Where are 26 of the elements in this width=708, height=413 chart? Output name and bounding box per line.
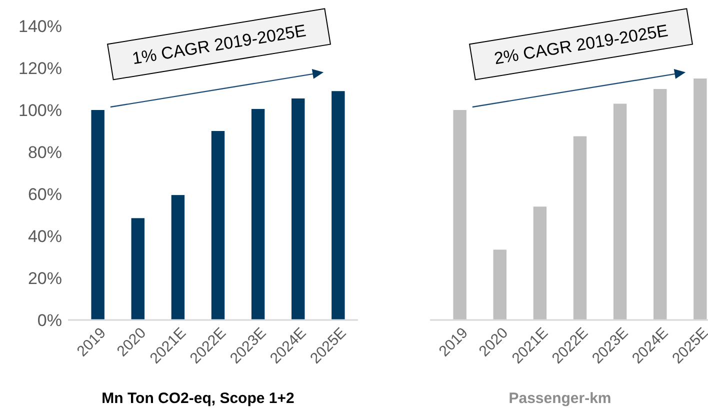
- bar: [171, 195, 185, 320]
- bar: [613, 104, 627, 320]
- bar: [91, 110, 104, 320]
- annotation: 2% CAGR 2019-2025E: [492, 21, 670, 68]
- y-tick-label: 40%: [28, 226, 62, 246]
- bar: [292, 98, 305, 320]
- y-tick-label: 100%: [18, 100, 62, 120]
- bar: [573, 136, 587, 320]
- y-tick-label: 140%: [18, 16, 62, 36]
- y-tick-label: 0%: [37, 310, 62, 330]
- bar: [694, 78, 707, 320]
- bar: [533, 206, 547, 320]
- y-tick-label: 120%: [18, 58, 62, 78]
- bar: [251, 108, 265, 320]
- bar: [332, 91, 345, 320]
- x-axis-title: Mn Ton CO2-eq, Scope 1+2: [102, 390, 294, 407]
- bar: [131, 218, 144, 320]
- y-tick-label: 80%: [28, 142, 62, 162]
- bar: [453, 110, 466, 320]
- annotation: 1% CAGR 2019-2025E: [130, 21, 308, 68]
- bar: [211, 131, 225, 320]
- bar: [493, 250, 506, 320]
- x-axis-title: Passenger-km: [508, 390, 612, 407]
- y-tick-label: 20%: [28, 268, 62, 288]
- y-tick-label: 60%: [28, 184, 62, 204]
- bar: [654, 89, 667, 320]
